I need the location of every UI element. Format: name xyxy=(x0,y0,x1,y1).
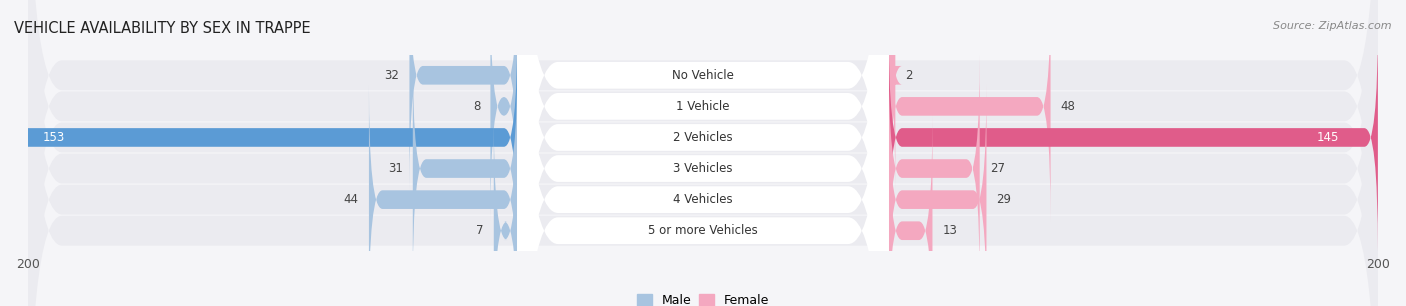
Text: 5 or more Vehicles: 5 or more Vehicles xyxy=(648,224,758,237)
Text: 4 Vehicles: 4 Vehicles xyxy=(673,193,733,206)
Text: 48: 48 xyxy=(1060,100,1076,113)
Text: 145: 145 xyxy=(1316,131,1339,144)
FancyBboxPatch shape xyxy=(409,0,517,190)
FancyBboxPatch shape xyxy=(889,54,980,284)
Text: 44: 44 xyxy=(344,193,359,206)
Text: Source: ZipAtlas.com: Source: ZipAtlas.com xyxy=(1274,21,1392,32)
FancyBboxPatch shape xyxy=(28,0,1378,306)
FancyBboxPatch shape xyxy=(517,0,889,306)
FancyBboxPatch shape xyxy=(1,22,517,252)
FancyBboxPatch shape xyxy=(517,0,889,306)
Text: 2 Vehicles: 2 Vehicles xyxy=(673,131,733,144)
Text: No Vehicle: No Vehicle xyxy=(672,69,734,82)
Text: 7: 7 xyxy=(477,224,484,237)
FancyBboxPatch shape xyxy=(517,0,889,306)
Text: 1 Vehicle: 1 Vehicle xyxy=(676,100,730,113)
Text: 29: 29 xyxy=(997,193,1011,206)
FancyBboxPatch shape xyxy=(491,0,517,221)
FancyBboxPatch shape xyxy=(28,0,1378,306)
Legend: Male, Female: Male, Female xyxy=(637,294,769,306)
Text: 32: 32 xyxy=(384,69,399,82)
FancyBboxPatch shape xyxy=(517,0,889,306)
Text: 27: 27 xyxy=(990,162,1005,175)
FancyBboxPatch shape xyxy=(494,116,517,306)
FancyBboxPatch shape xyxy=(28,0,1378,306)
Text: 8: 8 xyxy=(472,100,481,113)
Text: 31: 31 xyxy=(388,162,402,175)
Text: VEHICLE AVAILABILITY BY SEX IN TRAPPE: VEHICLE AVAILABILITY BY SEX IN TRAPPE xyxy=(14,21,311,36)
FancyBboxPatch shape xyxy=(517,0,889,306)
FancyBboxPatch shape xyxy=(517,0,889,306)
Text: 13: 13 xyxy=(942,224,957,237)
FancyBboxPatch shape xyxy=(28,0,1378,306)
FancyBboxPatch shape xyxy=(889,116,932,306)
FancyBboxPatch shape xyxy=(889,22,1378,252)
Text: 3 Vehicles: 3 Vehicles xyxy=(673,162,733,175)
FancyBboxPatch shape xyxy=(889,0,1050,221)
FancyBboxPatch shape xyxy=(413,54,517,284)
FancyBboxPatch shape xyxy=(368,85,517,306)
FancyBboxPatch shape xyxy=(889,85,987,306)
Text: 153: 153 xyxy=(42,131,65,144)
FancyBboxPatch shape xyxy=(882,0,903,190)
Text: 2: 2 xyxy=(905,69,912,82)
FancyBboxPatch shape xyxy=(28,0,1378,306)
FancyBboxPatch shape xyxy=(28,0,1378,306)
